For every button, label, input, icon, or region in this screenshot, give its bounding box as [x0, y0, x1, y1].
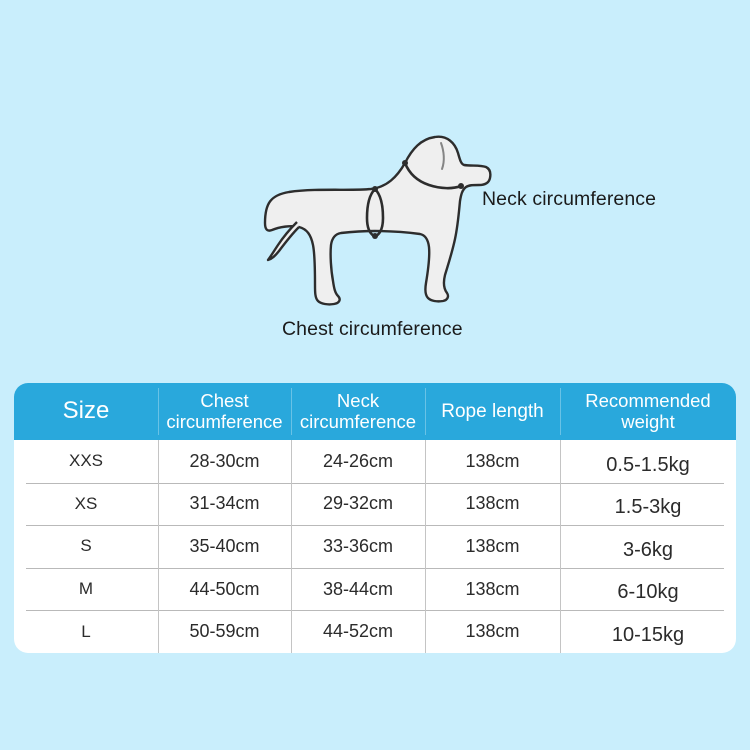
size-chart-table: Size Chest circumference Neck circumfere… — [14, 383, 736, 653]
chest-circumference-label: Chest circumference — [282, 318, 463, 340]
column-header-rope-length-label: Rope length — [441, 400, 544, 422]
column-header-chest-line1: Chest — [200, 389, 249, 411]
diagram-area: Neck circumference Chest circumference — [0, 0, 750, 372]
cell-neck: 44-52cm — [291, 610, 425, 653]
column-header-size: Size — [14, 383, 158, 440]
cell-neck: 24-26cm — [291, 440, 425, 483]
cell-weight: 0.5-1.5kg — [560, 440, 736, 483]
column-header-neck-line2: circumference — [299, 410, 417, 432]
cell-chest: 35-40cm — [158, 525, 291, 568]
cell-neck: 29-32cm — [291, 482, 425, 526]
table-body: XXS 28-30cm 24-26cm 138cm 0.5-1.5kg XS 3… — [14, 440, 736, 653]
cell-size: S — [80, 536, 92, 556]
column-header-neck: Neck circumference — [291, 383, 425, 440]
cell-size: XS — [74, 493, 98, 513]
chest-measurement-line — [365, 187, 377, 238]
table-row: S 35-40cm 33-36cm 138cm 3-6kg — [14, 525, 736, 568]
column-header-weight-line2: weight — [621, 410, 675, 432]
table-row: M 44-50cm 38-44cm 138cm 6-10kg — [14, 567, 736, 611]
cell-weight: 6-10kg — [560, 567, 736, 611]
cell-rope: 138cm — [425, 482, 560, 526]
cell-weight: 10-15kg — [560, 610, 736, 653]
column-header-chest-line2: circumference — [166, 410, 283, 432]
table-row: XS 31-34cm 29-32cm 138cm 1.5-3kg — [14, 482, 736, 526]
column-header-size-label: Size — [62, 397, 110, 425]
cell-size: L — [81, 621, 91, 641]
table-header-row: Size Chest circumference Neck circumfere… — [14, 383, 736, 440]
column-header-chest: Chest circumference — [158, 383, 291, 440]
column-header-weight-line1: Recommended — [585, 389, 711, 411]
cell-rope: 138cm — [425, 440, 560, 483]
table-row: L 50-59cm 44-52cm 138cm 10-15kg — [14, 610, 736, 653]
cell-size: M — [78, 579, 94, 599]
column-header-recommended-weight: Recommended weight — [560, 383, 736, 440]
cell-rope: 138cm — [425, 610, 560, 653]
cell-chest: 50-59cm — [158, 610, 291, 653]
cell-chest: 28-30cm — [158, 440, 291, 483]
cell-weight: 1.5-3kg — [560, 482, 736, 526]
column-header-rope-length: Rope length — [425, 383, 560, 440]
cell-weight: 3-6kg — [560, 525, 736, 568]
dog-silhouette-icon — [263, 135, 492, 306]
cell-neck: 38-44cm — [291, 567, 425, 611]
neck-measurement-line — [403, 161, 463, 190]
cell-chest: 31-34cm — [158, 482, 291, 526]
neck-circumference-label: Neck circumference — [482, 188, 657, 210]
cell-rope: 138cm — [425, 525, 560, 568]
column-header-neck-line1: Neck — [336, 389, 380, 411]
table-row: XXS 28-30cm 24-26cm 138cm 0.5-1.5kg — [14, 440, 736, 483]
cell-rope: 138cm — [425, 567, 560, 611]
cell-size: XXS — [68, 451, 104, 471]
cell-neck: 33-36cm — [291, 525, 425, 568]
cell-chest: 44-50cm — [158, 567, 291, 611]
